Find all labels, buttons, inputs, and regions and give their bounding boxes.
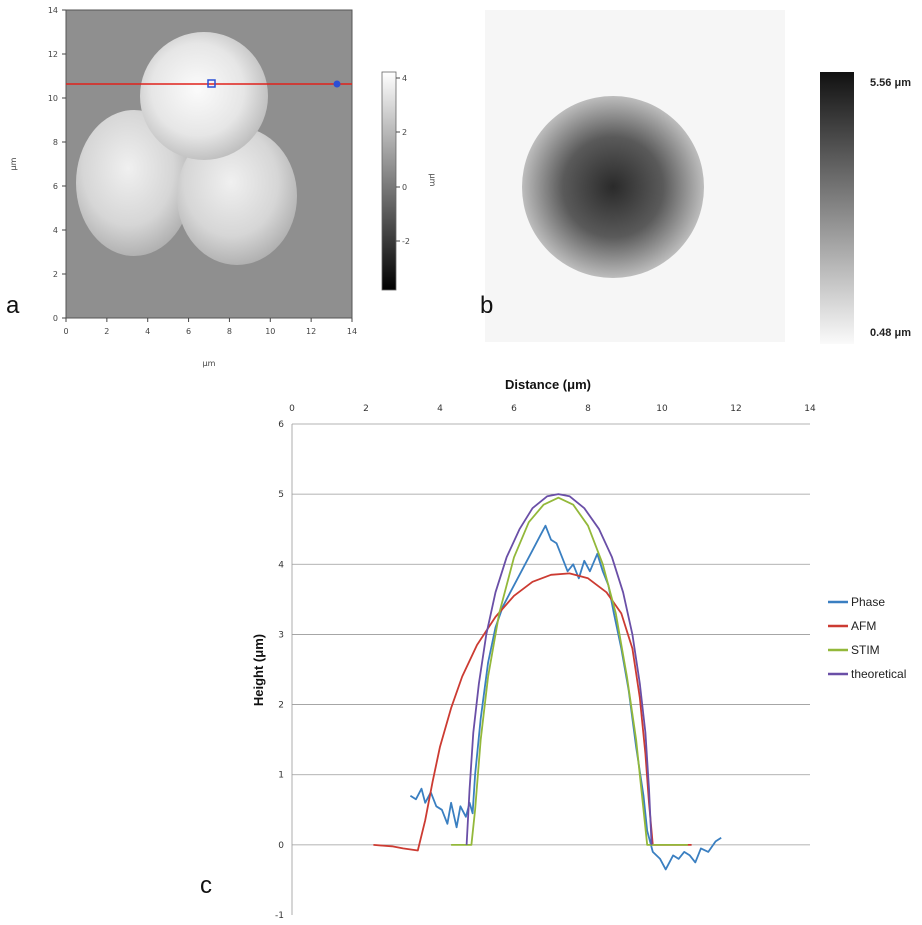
panel-c: Distance (μm) Height (μm) 0 2 4 6 8 10 12 14 -1…	[200, 377, 906, 921]
chart-x-tick-label: 14	[804, 404, 816, 414]
chart-y-tick-label: -1	[275, 911, 284, 921]
panel-a-x-tick-label: 6	[186, 327, 191, 336]
panel-a-y-ticks: 0 2 4 6 8 10 12 14	[48, 6, 66, 323]
panel-a-y-tick-label: 10	[48, 94, 58, 103]
panel-a-xlabel: μm	[203, 359, 216, 368]
panel-a-x-tick-label: 14	[347, 327, 357, 336]
panel-a-colorbar-ticks: 4 2 0 -2	[396, 74, 410, 246]
cbar-tick-2: 2	[402, 128, 407, 137]
panel-a-y-tick-label: 4	[53, 226, 58, 235]
chart-xlabel: Distance (μm)	[505, 377, 591, 392]
chart-gridlines	[291, 423, 810, 915]
chart-y-tick-label: 6	[278, 420, 284, 430]
legend-label-theoretical: theoretical	[851, 667, 906, 681]
series-line-theoretical	[465, 493, 653, 845]
panel-a-y-tick-label: 2	[53, 270, 58, 279]
panel-a-label: a	[6, 292, 20, 319]
legend-label-stim: STIM	[851, 643, 880, 657]
chart-x-tick-label: 8	[585, 404, 591, 414]
panel-a-colorbar-unit: μm	[428, 174, 437, 187]
cbar-tick-0: 0	[402, 183, 407, 192]
chart-x-tick-label: 12	[730, 404, 741, 414]
panel-b-colorbar-max: 5.56 μm	[870, 77, 911, 89]
series-line-afm	[373, 572, 692, 852]
stim-disk	[522, 96, 704, 278]
panel-a-x-tick-label: 12	[306, 327, 316, 336]
panel-a: 0 2 4 6 8 10 12 14 0 2 4 6 8 10 12 14 μm μm 4 2 0 -2 μ…	[6, 6, 437, 368]
chart-legend: Phase AFM STIM theoretical	[828, 595, 906, 681]
series-line-phase	[409, 524, 722, 871]
sphere-left	[76, 110, 192, 256]
panel-a-x-ticks: 0 2 4 6 8 10 12 14	[63, 318, 357, 336]
panel-a-x-tick-label: 4	[145, 327, 150, 336]
panel-b-colorbar-min: 0.48 μm	[870, 327, 911, 339]
cursor-marker-end[interactable]	[333, 80, 341, 88]
chart-x-ticks: 0 2 4 6 8 10 12 14	[289, 404, 816, 414]
chart-x-tick-label: 10	[656, 404, 668, 414]
cbar-tick-neg2: -2	[402, 237, 410, 246]
chart-y-tick-label: 1	[278, 771, 284, 781]
panel-b: 5.56 μm 0.48 μm b	[480, 10, 911, 344]
panel-a-x-tick-label: 8	[227, 327, 232, 336]
sphere-top	[140, 32, 268, 160]
panel-a-colorbar	[381, 71, 397, 291]
cbar-tick-4: 4	[402, 74, 407, 83]
chart-x-tick-label: 2	[363, 404, 369, 414]
legend-label-afm: AFM	[851, 619, 876, 633]
panel-a-y-tick-label: 8	[53, 138, 58, 147]
panel-a-ylabel: μm	[9, 157, 18, 170]
panel-a-x-tick-label: 2	[104, 327, 109, 336]
panel-a-y-tick-label: 0	[53, 314, 58, 323]
panel-a-y-tick-label: 14	[48, 6, 58, 15]
chart-x-tick-label: 4	[437, 404, 443, 414]
chart-y-tick-label: 0	[278, 841, 284, 851]
panel-a-x-tick-label: 0	[63, 327, 68, 336]
panel-a-y-tick-label: 6	[53, 182, 58, 191]
series-line-stim	[451, 496, 688, 846]
cursor-marker[interactable]	[207, 79, 216, 88]
panel-c-label: c	[200, 872, 212, 899]
chart-y-tick-label: 2	[278, 701, 284, 711]
panel-a-x-tick-label: 10	[265, 327, 275, 336]
sphere-bottom	[177, 127, 297, 265]
chart-ylabel: Height (μm)	[251, 634, 266, 706]
chart-series	[373, 493, 722, 871]
chart-x-tick-label: 6	[511, 404, 517, 414]
panel-a-y-tick-label: 12	[48, 50, 58, 59]
chart-y-tick-label: 4	[278, 560, 284, 570]
panel-b-colorbar	[820, 72, 854, 344]
panel-b-label: b	[480, 292, 493, 319]
legend-label-phase: Phase	[851, 595, 885, 609]
chart-y-tick-label: 3	[278, 630, 284, 640]
chart-y-ticks: -1 0 1 2 3 4 5 6	[275, 420, 284, 921]
chart-y-tick-label: 5	[278, 490, 284, 500]
chart-x-tick-label: 0	[289, 404, 295, 414]
